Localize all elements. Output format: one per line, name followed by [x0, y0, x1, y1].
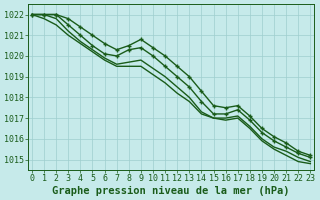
- X-axis label: Graphe pression niveau de la mer (hPa): Graphe pression niveau de la mer (hPa): [52, 186, 290, 196]
